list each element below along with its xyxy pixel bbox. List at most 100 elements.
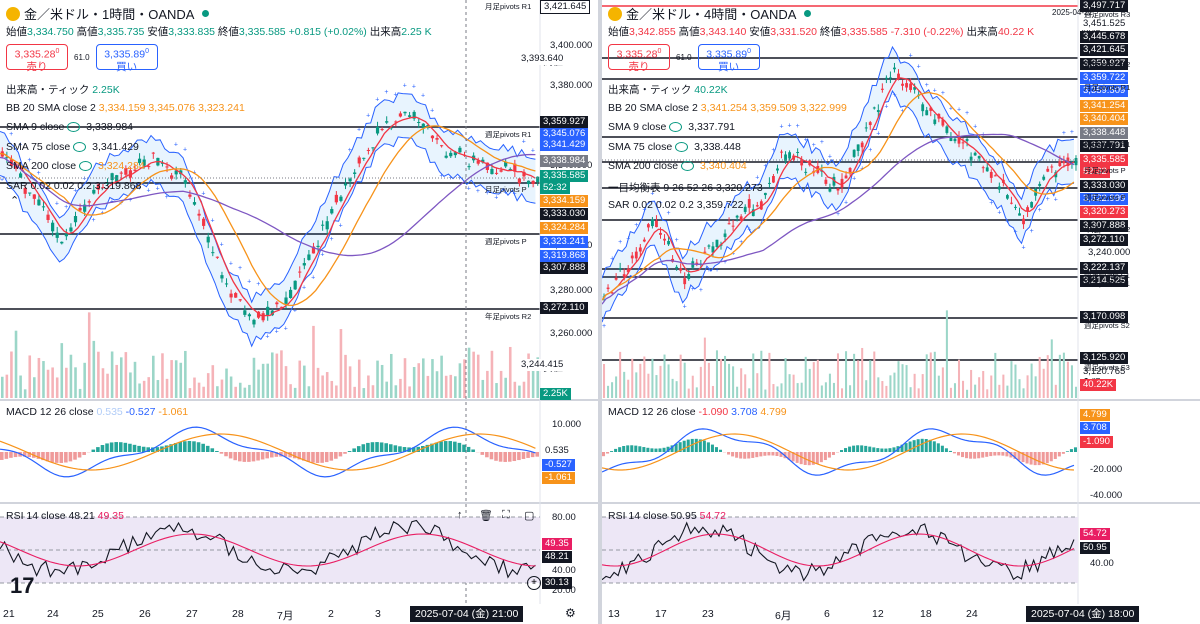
symbol-title[interactable]: 金／米ドル・4時間・OANDA — [626, 7, 797, 22]
indicator-row[interactable]: SMA 75 close 3,338.448 — [608, 141, 741, 153]
candle-body — [985, 167, 989, 172]
sell-button[interactable]: 3,335.280 売り — [608, 44, 670, 73]
eye-icon[interactable] — [669, 122, 683, 133]
volume-bar — [367, 375, 370, 398]
indicator-row[interactable]: SMA 9 close 3,337.791 — [608, 121, 735, 133]
indicator-row[interactable]: BB 20 SMA close 2 3,334.159 3,345.076 3,… — [6, 102, 245, 114]
pane-divider[interactable] — [598, 0, 602, 624]
indicator-row[interactable]: BB 20 SMA close 2 3,341.254 3,359.509 3,… — [608, 102, 847, 114]
date-tick: 6月 — [775, 610, 792, 622]
macd-histogram-bar — [100, 445, 105, 452]
volume-bar — [756, 373, 759, 398]
eye-icon[interactable] — [73, 141, 87, 152]
move-up-icon[interactable]: ↑ — [457, 509, 463, 521]
symbol-title[interactable]: 金／米ドル・1時間・OANDA — [24, 7, 195, 22]
chart-canvas-1h[interactable]: + + + + + + + + + + + + + + + + + + + + + + + + + + + + + + + + + + + + + + + +… — [0, 0, 598, 624]
macd-histogram-bar — [815, 452, 819, 464]
candle-body — [192, 202, 197, 205]
volume-bar — [33, 377, 36, 398]
eye-icon[interactable] — [67, 122, 81, 133]
sar-marker: + — [467, 185, 471, 192]
indicator-row[interactable]: SAR 0.02 0.02 0.2 3,359.722 — [608, 199, 743, 211]
macd-histogram-bar — [411, 447, 416, 452]
macd-histogram-bar — [0, 452, 4, 460]
macd-histogram-bar — [876, 448, 880, 452]
eye-icon[interactable] — [79, 161, 93, 172]
collapse-legend-icon[interactable]: ⌃ — [10, 195, 20, 207]
macd-histogram-bar — [434, 442, 439, 452]
indicator-row[interactable]: SAR 0.02 0.02 0.2 3,319.868 — [6, 180, 141, 192]
macd-histogram-bar — [137, 445, 141, 452]
eye-icon[interactable] — [675, 141, 689, 152]
maximize-icon[interactable]: ⛶ — [502, 509, 510, 521]
candle-body — [679, 268, 683, 271]
buy-button[interactable]: 3,335.890 買い — [697, 44, 760, 73]
rsi-ma-line — [0, 533, 536, 567]
buy-button[interactable]: 3,335.890 買い — [95, 44, 158, 73]
add-icon[interactable]: + — [527, 576, 541, 590]
indicator-row[interactable]: SMA 9 close 3,338.984 — [6, 121, 133, 133]
volume-bar — [449, 374, 453, 398]
chart-title: 金／米ドル・4時間・OANDA — [608, 4, 812, 23]
price-tag: 3,272.110 — [1080, 234, 1128, 246]
candle-body — [844, 175, 848, 179]
price-tick: 3,380.000 — [550, 80, 593, 91]
candle-body — [945, 126, 949, 133]
sma200-line — [602, 133, 1075, 305]
volume-bar — [748, 388, 751, 398]
time-axis[interactable]: 21 24 25 26 27 28 7月 2 3 2025-07-04 (金) 21:00 ⚙ — [0, 604, 598, 624]
indicator-row[interactable]: SMA 200 close 3,324.284 — [6, 160, 145, 172]
indicator-row[interactable]: 一目均衡表 9 26 52 26 3,320.273 — [608, 180, 763, 195]
more-icon[interactable]: ▢ — [524, 510, 535, 522]
volume-bar — [522, 381, 526, 398]
volume-bar — [463, 359, 466, 398]
chart-pane-4h[interactable]: + + + + + + + + + + + + + + + + + + + + + + + + + + + + + + + + + + + + + + + +… — [602, 0, 1200, 624]
indicator-row[interactable]: 出来高・ティック 2.25K — [6, 82, 120, 97]
time-axis[interactable]: 13 17 23 6月 6 12 18 24 2025-07-04 (金) 18:00 — [602, 604, 1200, 624]
macd-histogram-bar — [1069, 449, 1073, 452]
sar-marker: + — [1030, 228, 1034, 235]
settings-gear-icon[interactable]: ⚙ — [565, 606, 576, 620]
indicator-row[interactable]: 出来高・ティック 40.22K — [608, 82, 728, 97]
macd-tag: -0.527 — [542, 459, 575, 471]
eye-icon[interactable] — [681, 161, 695, 172]
volume-bar — [1062, 352, 1065, 398]
candle-body — [119, 172, 123, 174]
sell-button[interactable]: 3,335.280 売り — [6, 44, 68, 73]
volume-bar — [865, 380, 868, 398]
volume-bar — [10, 351, 13, 398]
volume-bar — [417, 363, 421, 398]
candle-body — [941, 119, 945, 126]
macd-histogram-bar — [375, 442, 379, 452]
volume-bar — [1026, 375, 1029, 398]
volume-bar — [772, 384, 775, 398]
chart-canvas-4h[interactable]: + + + + + + + + + + + + + + + + + + + + + + + + + + + + + + + + + + + + + + + +… — [602, 0, 1200, 624]
indicator-row[interactable]: SMA 200 close 3,340.404 — [608, 160, 747, 172]
macd-histogram-bar — [868, 446, 872, 452]
volume-bar — [1002, 374, 1005, 398]
delete-icon[interactable]: 🗑 — [479, 510, 493, 522]
volume-bar — [707, 362, 710, 398]
macd-histogram-bar — [498, 452, 503, 462]
candle-body — [715, 239, 719, 248]
candle-body — [266, 306, 270, 315]
macd-histogram-bar — [196, 442, 201, 452]
pivot-label: 週足pivots S1 — [1084, 271, 1130, 280]
candle-body — [969, 156, 973, 161]
indicator-row[interactable]: SMA 75 close 3,341.429 — [6, 141, 139, 153]
macd-histogram-bar — [187, 440, 192, 452]
volume-bar — [243, 387, 247, 398]
pivot-label: 年足pivots R2 — [1084, 225, 1131, 234]
volume-bar — [679, 354, 682, 398]
sar-marker: + — [715, 267, 719, 274]
volume-bar — [5, 374, 9, 398]
candle-body — [64, 233, 68, 237]
sar-marker: + — [691, 286, 695, 293]
macd-histogram-bar — [453, 441, 457, 452]
candle-body — [234, 293, 238, 298]
macd-histogram-bar — [91, 449, 96, 452]
candle-body — [110, 173, 114, 181]
sar-marker: + — [973, 123, 977, 130]
chart-pane-1h[interactable]: + + + + + + + + + + + + + + + + + + + + + + + + + + + + + + + + + + + + + + + +… — [0, 0, 598, 624]
macd-histogram-bar — [224, 452, 228, 457]
